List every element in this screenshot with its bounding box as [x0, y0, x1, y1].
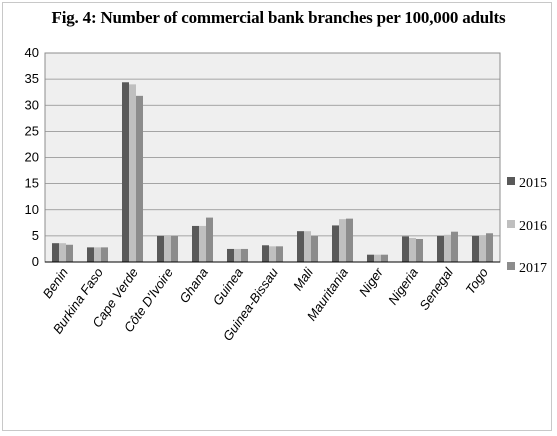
- bar-2016: [304, 231, 311, 262]
- bar-2017: [241, 248, 248, 262]
- y-tick-label: 25: [25, 123, 39, 138]
- bar-2016: [234, 248, 241, 262]
- bar-2015: [332, 225, 339, 262]
- bar-2017: [486, 233, 493, 262]
- y-tick-label: 15: [25, 176, 39, 191]
- bar-2015: [262, 245, 269, 262]
- legend-swatch: [507, 220, 515, 228]
- bar-2016: [339, 219, 346, 262]
- bar-2016: [94, 247, 101, 262]
- bar-2015: [227, 248, 234, 262]
- bar-2015: [437, 235, 444, 262]
- bar-2015: [122, 82, 129, 262]
- bar-2016: [164, 235, 171, 262]
- bar-2016: [269, 246, 276, 262]
- y-tick-label: 35: [25, 71, 39, 86]
- y-tick-label: 10: [25, 202, 39, 217]
- gridlines: [45, 52, 500, 237]
- chart-title: Fig. 4: Number of commercial bank branch…: [51, 8, 506, 27]
- bar-2015: [297, 231, 304, 262]
- bar-2016: [444, 234, 451, 262]
- bar-2017: [381, 254, 388, 262]
- bar-2016: [479, 235, 486, 262]
- y-tick-label: 20: [25, 150, 39, 165]
- x-tick-label: Guinea: [210, 265, 246, 308]
- bar-2017: [136, 95, 143, 262]
- bar-2017: [101, 247, 108, 262]
- bar-2015: [472, 235, 479, 262]
- x-tick-label: Mali: [290, 264, 317, 293]
- bar-2017: [416, 239, 423, 262]
- bar-2015: [367, 254, 374, 262]
- x-tick-label: Niger: [356, 265, 386, 300]
- legend: 2015 2016 2017: [507, 176, 547, 276]
- y-tick-label: 5: [32, 228, 39, 243]
- y-axis: 0 5 10 15 20 25 30 35 40: [25, 45, 39, 269]
- bar-2017: [171, 235, 178, 262]
- legend-swatch: [507, 177, 515, 185]
- x-tick-label: Ghana: [176, 265, 211, 306]
- bars: [52, 82, 493, 262]
- bar-2016: [199, 225, 206, 262]
- bar-2016: [409, 237, 416, 262]
- bar-2017: [451, 231, 458, 262]
- bar-2017: [346, 218, 353, 262]
- x-tick-label: Benin: [40, 265, 71, 301]
- bar-2015: [157, 235, 164, 262]
- y-tick-label: 30: [25, 97, 39, 112]
- bar-2015: [87, 247, 94, 262]
- bar-2015: [52, 243, 59, 262]
- x-tick-label: Togo: [462, 265, 491, 297]
- x-tick-label: Nigeria: [385, 265, 421, 307]
- bar-2016: [59, 243, 66, 262]
- legend-label: 2016: [519, 219, 547, 234]
- bar-2017: [206, 217, 213, 262]
- bar-2016: [129, 84, 136, 262]
- bar-2016: [374, 254, 381, 262]
- x-tick-label: Senegal: [416, 264, 456, 313]
- legend-label: 2015: [519, 176, 547, 191]
- bar-2015: [192, 225, 199, 262]
- y-tick-label: 40: [25, 45, 39, 60]
- bar-2017: [311, 235, 318, 262]
- legend-swatch: [507, 262, 515, 270]
- bar-2017: [276, 246, 283, 262]
- bar-2017: [66, 244, 73, 262]
- legend-label: 2017: [519, 261, 547, 276]
- y-tick-label: 0: [32, 254, 39, 269]
- bar-2015: [402, 236, 409, 262]
